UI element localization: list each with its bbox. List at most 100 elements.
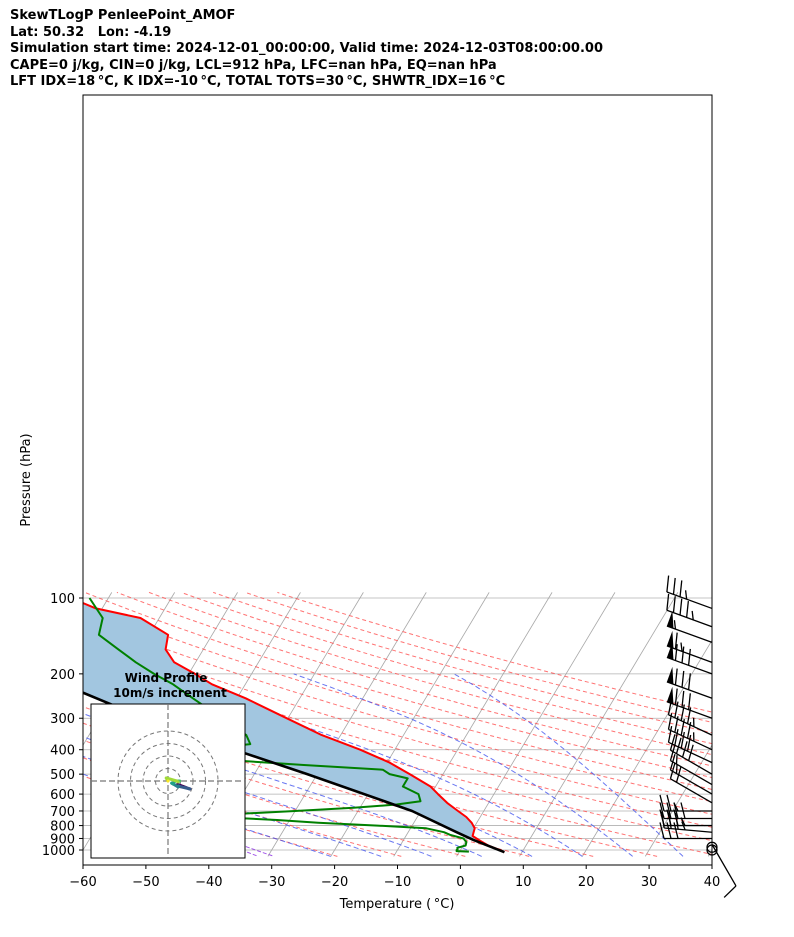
dry-adiabat-line xyxy=(83,617,712,803)
x-tick-label: −50 xyxy=(132,875,159,890)
wind-barb xyxy=(666,593,713,628)
hodograph-title: Wind Profile xyxy=(125,671,208,685)
x-tick-label: 20 xyxy=(578,875,595,890)
barb-shaft xyxy=(666,645,713,663)
barb-half xyxy=(673,802,679,812)
barb-full xyxy=(673,809,679,826)
barb-shaft xyxy=(670,749,713,775)
y-tick-label: 900 xyxy=(50,832,75,847)
barb-pennant xyxy=(666,630,674,649)
barb-full xyxy=(672,596,676,613)
isotherm-line xyxy=(707,849,712,857)
x-tick-label: −30 xyxy=(258,875,285,890)
barb-shaft xyxy=(666,656,713,675)
profile-lines xyxy=(83,597,505,854)
wind-barb xyxy=(666,686,713,719)
barb-shaft xyxy=(664,827,713,833)
barb-shaft xyxy=(670,760,713,786)
x-tick-label: −20 xyxy=(321,875,348,890)
x-tick-label: −10 xyxy=(384,875,411,890)
chart-title: SkewTLogP PenleePoint_AMOF xyxy=(10,8,236,23)
barb-full xyxy=(666,593,670,611)
barb-half xyxy=(675,764,678,774)
barb-full xyxy=(666,575,670,593)
barb-full xyxy=(723,885,737,898)
barb-full xyxy=(681,690,685,708)
y-tick-label: 700 xyxy=(50,805,75,820)
wind-barb xyxy=(669,744,713,786)
y-axis-label: Pressure (hPa) xyxy=(19,433,34,526)
axis-ticks: −60 −50 −40 −30 −20 −10 0 10 20 30 40 1000900800700… xyxy=(42,592,720,890)
calm-wind-circle xyxy=(706,841,718,853)
barb-half xyxy=(675,755,678,765)
isotherm-line xyxy=(393,592,553,857)
barb-half xyxy=(684,590,688,600)
y-tick-label: 300 xyxy=(50,712,75,727)
isotherm-line xyxy=(330,592,490,857)
barb-shaft xyxy=(711,844,737,887)
barb-full xyxy=(679,598,683,616)
barb-half xyxy=(680,642,683,652)
moist-adiabat-line xyxy=(83,712,482,857)
y-tick-label: 100 xyxy=(50,592,75,607)
barb-full xyxy=(666,809,672,826)
barb-full xyxy=(680,704,685,721)
location-coordinates: Lat: 50.32 Lon: -4.19 xyxy=(10,24,172,40)
barb-full xyxy=(680,731,685,749)
parcel-profile-line xyxy=(83,691,505,854)
x-tick-label: 10 xyxy=(515,875,532,890)
isotherm-line xyxy=(644,744,712,857)
dry-adiabat-line xyxy=(83,631,712,815)
x-tick-label: 40 xyxy=(704,875,721,890)
barb-full xyxy=(659,822,665,839)
hodograph: Wind Profile 10m/s increment xyxy=(90,671,246,859)
y-tick-label: 400 xyxy=(50,744,75,759)
wind-barb xyxy=(666,642,713,675)
barb-full xyxy=(681,741,688,758)
barb-full xyxy=(659,809,665,826)
dry-adiabat-line xyxy=(83,739,466,857)
barb-shaft xyxy=(666,701,713,719)
wind-barb xyxy=(666,610,713,643)
barb-shaft xyxy=(666,681,713,699)
hodograph-trace-segment xyxy=(178,785,192,791)
moist-adiabat-line xyxy=(453,673,684,857)
barb-full xyxy=(687,673,691,690)
barb-full xyxy=(674,701,679,718)
barb-full xyxy=(667,726,673,743)
barb-full xyxy=(687,693,691,710)
x-tick-label: 30 xyxy=(641,875,658,890)
isotherm-line xyxy=(771,592,794,856)
moist-adiabat-line xyxy=(153,673,583,857)
barb-full xyxy=(669,734,676,751)
barb-shaft xyxy=(668,728,713,751)
barb-full xyxy=(685,601,689,618)
barb-full xyxy=(674,688,678,705)
y-tick-label: 800 xyxy=(50,820,75,835)
y-tick-label: 1000 xyxy=(42,844,75,859)
barb-full xyxy=(674,632,678,650)
temperature-line xyxy=(83,601,505,854)
y-tick-label: 600 xyxy=(50,788,75,803)
dry-adiabat-line xyxy=(83,604,712,790)
dewpoint-line xyxy=(88,597,469,853)
x-tick-label: −60 xyxy=(69,875,96,890)
barb-half xyxy=(673,620,677,630)
barb-full xyxy=(674,728,679,746)
convective-parameters: CAPE=0 j/kg, CIN=0 j/kg, LCL=912 hPa, LF… xyxy=(10,57,497,73)
isotherm-line xyxy=(0,592,49,856)
wind-barbs xyxy=(659,575,737,898)
wind-barb xyxy=(666,630,713,663)
hodograph-plot xyxy=(91,704,245,858)
barb-full xyxy=(679,580,683,597)
barb-full xyxy=(686,734,692,752)
isotherm-line xyxy=(456,592,616,857)
moist-adiabat-line xyxy=(83,755,382,857)
barb-full xyxy=(672,577,676,595)
barb-full xyxy=(669,744,676,761)
mixing-ratio-line xyxy=(108,786,275,857)
barb-full xyxy=(675,737,682,754)
isotherm-line xyxy=(267,592,427,857)
x-axis-label: Temperature ( °C) xyxy=(339,897,455,912)
barb-shaft xyxy=(666,625,713,643)
